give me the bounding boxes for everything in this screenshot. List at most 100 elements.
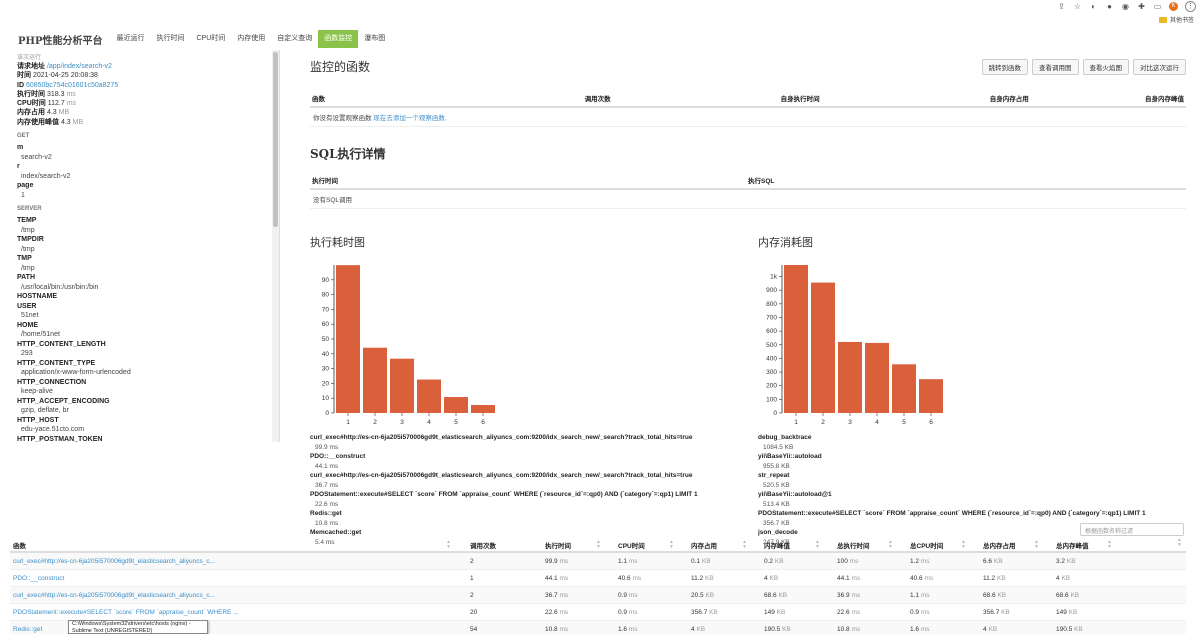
add-watch-link[interactable]: 现在去添加一个观察函数. xyxy=(373,115,447,122)
column-header[interactable]: 执行时间 ▲ ▼ xyxy=(532,538,605,550)
profile-avatar[interactable]: K xyxy=(1169,2,1178,11)
nav-tab[interactable]: 执行时间 xyxy=(156,35,185,42)
browser-menu-icon[interactable]: ⋮ xyxy=(1185,1,1196,12)
nav-tab[interactable]: CPU时间 xyxy=(196,35,226,42)
bar[interactable] xyxy=(336,265,360,413)
column-header[interactable]: 总内存占用 ▲ ▼ xyxy=(970,538,1043,550)
table-cell[interactable]: curl_exec#http://es-cn-6ja205i570006gd9t… xyxy=(10,558,457,565)
bar[interactable] xyxy=(471,405,495,413)
y-tick-label: 1k xyxy=(770,274,778,281)
cell-unit: KB xyxy=(1066,557,1076,565)
column-header[interactable]: 内存峰值 ▲ ▼ xyxy=(751,538,824,550)
nav-tab[interactable]: 瀑布图 xyxy=(364,35,386,42)
sort-icon[interactable]: ▲ ▼ xyxy=(1034,538,1039,550)
action-button[interactable]: 查看火焰图 xyxy=(1082,59,1129,75)
cell-unit: ms xyxy=(559,574,569,582)
column-header[interactable]: CPU时间 ▲ ▼ xyxy=(605,538,678,550)
function-link[interactable]: Redis::get xyxy=(13,625,43,633)
meta-unit: MB xyxy=(58,109,70,117)
bookmarks-bar[interactable]: 其他书签 xyxy=(1158,15,1194,24)
table-row: curl_exec#http://es-cn-6ja205i570006gd9t… xyxy=(10,553,1186,570)
share-icon[interactable]: ⇪ xyxy=(1058,2,1065,11)
table-cell[interactable]: PDOStatement::execute#SELECT `score` FRO… xyxy=(10,609,457,616)
bar[interactable] xyxy=(892,364,916,413)
column-header[interactable]: 调用次数 ▲ ▼ xyxy=(457,538,1182,550)
bar[interactable] xyxy=(417,379,441,413)
table-cell[interactable]: Redis::get xyxy=(10,626,457,633)
watch-column-header[interactable]: 自身内存占用 xyxy=(989,96,1029,103)
sort-icon[interactable]: ▲ ▼ xyxy=(815,538,820,550)
cell-value: 40.6 xyxy=(618,574,631,582)
function-filter-input[interactable]: 根据函数名称过滤 xyxy=(1080,523,1184,536)
x-tick-label: 3 xyxy=(848,419,852,426)
sql-column-header[interactable]: 执行SQL xyxy=(748,178,775,185)
sort-icon[interactable]: ▲ ▼ xyxy=(596,538,601,550)
watch-column-header[interactable]: 函数 xyxy=(312,96,325,103)
meta-link[interactable]: 60850bc754c01601c50a8275 xyxy=(25,81,119,89)
extension-icon-2[interactable]: ● xyxy=(1107,2,1112,11)
puzzle-icon[interactable]: ✚ xyxy=(1138,2,1145,11)
nav-tab[interactable]: 内存使用 xyxy=(237,35,266,42)
column-header-label: 总内存占用 xyxy=(983,542,1016,550)
sort-icon[interactable]: ▲ ▼ xyxy=(446,539,451,550)
table-cell[interactable]: curl_exec#http://es-cn-6ja205i570006gd9t… xyxy=(10,592,457,599)
action-button[interactable]: 跳转到函数 xyxy=(981,59,1028,75)
cell-unit: KB xyxy=(1068,608,1078,616)
meta-label: ID xyxy=(17,81,24,89)
watch-column-header[interactable]: 调用次数 xyxy=(584,96,611,103)
table-cell: 1.1 ms xyxy=(897,592,970,599)
watch-column-header[interactable]: 自身执行时间 xyxy=(780,96,820,103)
sort-icon[interactable]: ▲ ▼ xyxy=(961,538,966,550)
column-header[interactable]: 函数 ▲ ▼ xyxy=(10,540,457,550)
sort-icon[interactable]: ▲ ▼ xyxy=(888,538,893,550)
bar[interactable] xyxy=(363,347,387,413)
bar[interactable] xyxy=(390,358,414,413)
column-header[interactable]: 总CPU时间 ▲ ▼ xyxy=(897,538,970,550)
legend-value: 5.4 ms xyxy=(315,538,335,546)
sort-icon[interactable]: ▲ ▼ xyxy=(742,538,747,550)
cell-value: 2 xyxy=(470,557,474,565)
column-header-label: 总执行时间 xyxy=(837,542,870,550)
action-button[interactable]: 对比这次运行 xyxy=(1133,59,1186,75)
meta-link[interactable]: /app/index/search-v2 xyxy=(46,63,112,70)
extension-icon-1[interactable]: ◐ xyxy=(1091,2,1096,11)
reading-list-icon[interactable]: ▭ xyxy=(1153,2,1162,11)
y-tick-label: 700 xyxy=(766,314,777,321)
sort-icon[interactable]: ▲ ▼ xyxy=(1177,537,1182,548)
brand-title[interactable]: PHP性能分析平台 xyxy=(18,35,103,47)
meta-unit: ms xyxy=(66,100,77,108)
column-header[interactable]: 总执行时间 ▲ ▼ xyxy=(824,538,897,550)
sidebar-scroll-thumb[interactable] xyxy=(273,52,278,227)
cell-value: 2 xyxy=(470,591,474,599)
nav-tab[interactable]: 自定义查询 xyxy=(277,35,313,42)
bar[interactable] xyxy=(784,265,808,413)
star-icon[interactable]: ☆ xyxy=(1073,2,1082,11)
bar[interactable] xyxy=(444,397,468,413)
watch-column-header[interactable]: 自身内存峰值 xyxy=(1145,96,1184,103)
function-link[interactable]: PDO::__construct xyxy=(13,574,65,582)
sql-column-header[interactable]: 执行时间 xyxy=(312,178,338,185)
bar[interactable] xyxy=(919,379,943,413)
column-header[interactable]: 内存占用 ▲ ▼ xyxy=(678,538,751,550)
sort-icon[interactable]: ▲ ▼ xyxy=(1107,538,1112,550)
function-link[interactable]: PDOStatement::execute#SELECT `score` FRO… xyxy=(13,608,239,616)
param-key: PATH xyxy=(17,274,36,282)
function-link[interactable]: curl_exec#http://es-cn-6ja205i570006gd9t… xyxy=(13,557,215,565)
nav-tab[interactable]: 最近运行 xyxy=(116,35,145,42)
table-cell[interactable]: PDO::__construct xyxy=(10,575,457,582)
column-header[interactable]: 总内存峰值 ▲ ▼ xyxy=(1043,538,1116,550)
cell-unit: ms xyxy=(920,557,930,565)
function-link[interactable]: curl_exec#http://es-cn-6ja205i570006gd9t… xyxy=(13,591,215,599)
extension-icon-3[interactable]: ◉ xyxy=(1122,2,1129,11)
sort-icon[interactable]: ▲ ▼ xyxy=(669,538,674,550)
sidebar-scrollbar[interactable] xyxy=(272,50,279,442)
table-cell: 68.6 KB xyxy=(970,592,1043,599)
action-button[interactable]: 查看调用图 xyxy=(1032,59,1079,75)
bar[interactable] xyxy=(865,342,889,413)
bar[interactable] xyxy=(811,282,835,413)
nav-tab[interactable]: 函数监控 xyxy=(318,30,359,48)
table-cell: 22.6 ms xyxy=(824,609,897,616)
bar[interactable] xyxy=(838,341,862,413)
param-value: search-v2 xyxy=(21,153,52,161)
table-cell: 356.7 KB xyxy=(970,609,1043,616)
